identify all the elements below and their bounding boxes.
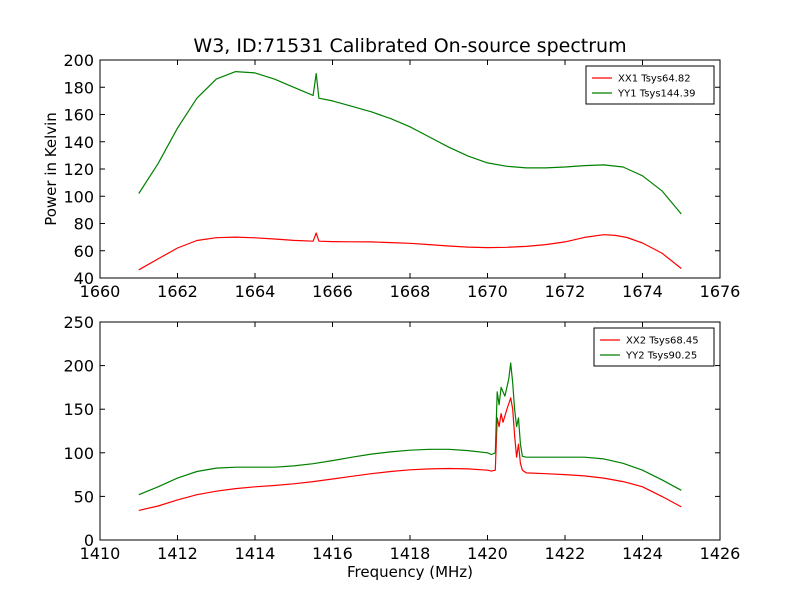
x-tick-label: 1424 xyxy=(622,544,663,563)
legend-box xyxy=(593,327,715,367)
x-tick-label: 1414 xyxy=(235,544,276,563)
y-tick-label: 40 xyxy=(74,269,94,288)
x-tick-label: 1416 xyxy=(312,544,353,563)
x-tick-label: 1412 xyxy=(157,544,198,563)
top-panel: 1660 1662 1664 1666 1668 1670 1672 1674 1676 40 60… xyxy=(63,51,740,301)
x-tick-label: 1674 xyxy=(622,282,663,301)
y-tick-label: 150 xyxy=(63,400,94,419)
legend-box xyxy=(585,65,715,105)
y-tick-label: 100 xyxy=(63,444,94,463)
y-tick-label: 100 xyxy=(63,187,94,206)
series-line-2 xyxy=(138,71,682,215)
x-tick-label: 1660 xyxy=(80,282,121,301)
y-tick-label: 200 xyxy=(63,357,94,376)
x-tick-label: 1664 xyxy=(235,282,276,301)
x-tick-label: 1418 xyxy=(390,544,431,563)
x-tick-label: 1420 xyxy=(467,544,508,563)
x-axis-label: Frequency (MHz) xyxy=(347,563,473,581)
x-tick-label: 1672 xyxy=(545,282,586,301)
chart-title: W3, ID:71531 Calibrated On-source spectr… xyxy=(193,35,626,57)
y-tick-label: 200 xyxy=(63,51,94,70)
x-tick-label: 1426 xyxy=(700,544,741,563)
legend: XX1 Tsys64.82 YY1 Tsys144.39 xyxy=(585,65,715,105)
series-line-2 xyxy=(138,362,682,496)
y-tick-label: 140 xyxy=(63,133,94,152)
x-tick-label: 1668 xyxy=(390,282,431,301)
x-tick-label: 1422 xyxy=(545,544,586,563)
y-tick-label: 160 xyxy=(63,106,94,125)
series-line-1 xyxy=(138,232,682,271)
series-line-1 xyxy=(138,397,682,511)
y-tick-label: 250 xyxy=(63,313,94,332)
y-tick-label: 0 xyxy=(84,531,94,550)
legend-label: XX1 Tsys64.82 xyxy=(618,74,691,85)
x-tick-label: 1670 xyxy=(467,282,508,301)
legend-label: YY2 Tsys90.25 xyxy=(625,351,697,362)
y-tick-label: 60 xyxy=(74,242,94,261)
y-tick-label: 80 xyxy=(74,215,94,234)
x-tick-label: 1676 xyxy=(700,282,741,301)
legend-label: YY1 Tsys144.39 xyxy=(617,89,696,100)
x-tick-label: 1662 xyxy=(157,282,198,301)
y-tick-label: 50 xyxy=(74,487,94,506)
y-axis-label: Power in Kelvin xyxy=(42,112,60,226)
bottom-panel: 1410 1412 1414 1416 1418 1420 1422 1424 1426 0 50 1… xyxy=(63,313,740,563)
y-tick-label: 180 xyxy=(63,78,94,97)
legend-label: XX2 Tsys68.45 xyxy=(626,336,699,347)
legend: XX2 Tsys68.45 YY2 Tsys90.25 xyxy=(593,327,715,367)
x-tick-label: 1410 xyxy=(80,544,121,563)
x-tick-label: 1666 xyxy=(312,282,353,301)
y-tick-label: 120 xyxy=(63,160,94,179)
